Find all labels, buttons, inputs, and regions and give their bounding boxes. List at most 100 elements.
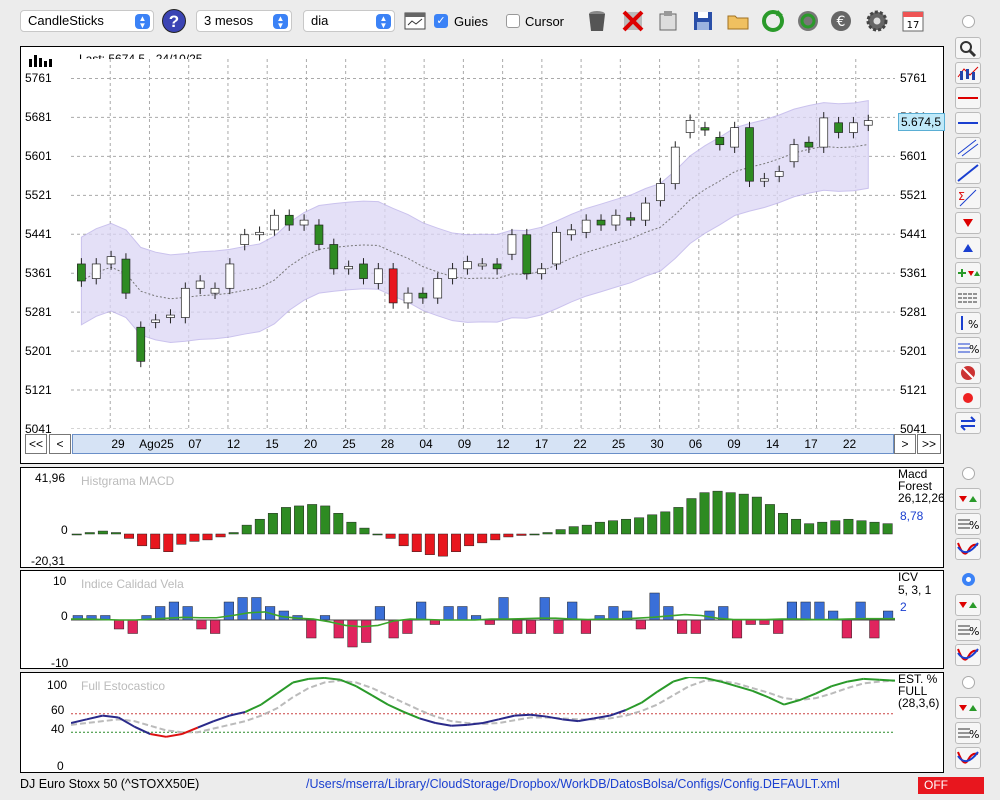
candle: [656, 183, 665, 202]
bollinger-band: [80, 100, 869, 344]
nav-first-button[interactable]: <<: [25, 434, 47, 454]
macd-value: 8,78: [900, 509, 924, 523]
macd-bar: [372, 533, 383, 536]
horizontal-line-blue-button[interactable]: [955, 112, 981, 134]
icv-panel-radio[interactable]: [962, 573, 975, 586]
price-ytick: 5201: [25, 344, 52, 359]
record-button[interactable]: [955, 387, 981, 409]
save-icon[interactable]: [690, 8, 716, 34]
stochastic-panel-radio[interactable]: [962, 676, 975, 689]
x-axis-label: 22: [573, 437, 587, 451]
refresh-icon[interactable]: [760, 8, 786, 34]
chart-type-select[interactable]: CandleSticks ▲ ▼: [20, 10, 154, 32]
macd-bar: [254, 518, 265, 535]
connection-status-badge[interactable]: OFF: [918, 777, 984, 794]
refresh-globe-icon[interactable]: [795, 8, 821, 34]
date-axis-bar[interactable]: 29 Ago25 07 12 15 20 25 28 04 09 12 17 22 25 30 06 09 14 1…: [72, 434, 894, 454]
nav-next-button[interactable]: >: [894, 434, 916, 454]
candle: [448, 268, 457, 279]
macd-plot[interactable]: Histgrama MACD: [71, 472, 895, 564]
buy-arrow-button[interactable]: [955, 237, 981, 259]
macd-bar: [634, 517, 645, 535]
macd-bar: [163, 533, 174, 552]
x-axis-label: 29: [111, 437, 125, 451]
levels-percent-button[interactable]: %: [955, 337, 981, 359]
macd-bar: [437, 533, 448, 557]
macd-bar: [751, 496, 762, 535]
icv-levels-button[interactable]: %: [955, 619, 981, 641]
clipboard-icon[interactable]: [655, 8, 681, 34]
stoch-curve-button[interactable]: [955, 747, 981, 769]
x-axis-label: 12: [226, 437, 241, 451]
price-ytick: 5681: [25, 110, 52, 125]
price-plot[interactable]: [71, 59, 895, 430]
macd-legend: Macd Forest 26,12,26 8,78: [898, 468, 945, 522]
vertical-percent-button[interactable]: %: [955, 312, 981, 334]
macd-panel: 41,96 0 -20,31 Histgrama MACD Macd Fores…: [20, 467, 945, 568]
icv-plot[interactable]: Indice Calidad Vela: [71, 575, 895, 665]
stoch-k-segment: [625, 701, 642, 712]
calendar-17-icon[interactable]: 17: [900, 8, 926, 34]
period-value: 3 mesos: [204, 13, 254, 28]
trash-icon[interactable]: [584, 8, 610, 34]
delete-icon[interactable]: [620, 8, 646, 34]
nav-prev-button[interactable]: <: [49, 434, 71, 454]
macd-curve-button[interactable]: [955, 538, 981, 560]
stoch-levels-button[interactable]: %: [955, 722, 981, 744]
stoch-k-segment: [640, 690, 658, 704]
icv-bar: [855, 601, 866, 621]
icv-bar: [512, 619, 523, 634]
macd-bar: [725, 492, 736, 535]
levels-percent-icon: %: [958, 625, 979, 638]
macd-bar: [150, 533, 161, 550]
stoch-signals-button[interactable]: [955, 697, 981, 719]
channel-button[interactable]: [955, 137, 981, 159]
icv-signals-button[interactable]: [955, 594, 981, 616]
indicator-button[interactable]: [955, 62, 981, 84]
candle: [418, 292, 428, 299]
horizontal-line-red-button[interactable]: [955, 87, 981, 109]
help-button[interactable]: ?: [162, 9, 186, 33]
period-select[interactable]: 3 mesos ▲ ▼: [196, 10, 292, 32]
price-panel-radio[interactable]: [962, 15, 975, 28]
icv-bar: [210, 619, 221, 634]
euro-icon[interactable]: €: [828, 8, 854, 34]
folder-icon[interactable]: [725, 8, 751, 34]
stoch-k-segment: [86, 714, 103, 721]
calendar-window-icon[interactable]: [402, 8, 428, 34]
macd-panel-radio[interactable]: [962, 467, 975, 480]
guides-checkbox[interactable]: ✓: [434, 14, 448, 28]
dashed-lines-button[interactable]: [955, 287, 981, 309]
candle: [863, 120, 873, 126]
nav-last-button[interactable]: >>: [917, 434, 941, 454]
candle: [210, 287, 220, 294]
stochastic-plot[interactable]: Full Estocastico: [70, 676, 896, 769]
macd-bar: [398, 533, 409, 547]
sell-arrow-button[interactable]: [955, 212, 981, 234]
clear-drawings-button[interactable]: [955, 362, 981, 384]
icv-curve-button[interactable]: [955, 644, 981, 666]
x-axis-label: 06: [688, 437, 703, 451]
cursor-checkbox[interactable]: [506, 14, 520, 28]
trendline-button[interactable]: [955, 162, 981, 184]
icv-bar: [704, 610, 715, 621]
macd-bar: [84, 532, 95, 535]
config-path-link[interactable]: /Users/mserra/Library/CloudStorage/Dropb…: [306, 777, 840, 791]
stoch-k-segment: [831, 680, 848, 688]
icv-title: Indice Calidad Vela: [81, 577, 184, 591]
interval-select[interactable]: dia ▲ ▼: [303, 10, 395, 32]
candle: [77, 263, 86, 282]
macd-bar: [451, 533, 461, 552]
icv-chart-svg: [71, 592, 895, 648]
macd-signals-button[interactable]: [955, 488, 981, 510]
svg-text:€: €: [837, 14, 846, 30]
macd-levels-button[interactable]: %: [955, 513, 981, 535]
fibonacci-button[interactable]: Σ: [955, 187, 981, 209]
candle: [715, 137, 725, 146]
zoom-button[interactable]: [955, 37, 981, 59]
settings-gear-icon[interactable]: [864, 8, 890, 34]
stoch-k-segment: [609, 709, 626, 717]
signals-button[interactable]: [955, 262, 981, 284]
swap-button[interactable]: [955, 412, 981, 434]
red-green-arrows-icon: [959, 705, 977, 711]
